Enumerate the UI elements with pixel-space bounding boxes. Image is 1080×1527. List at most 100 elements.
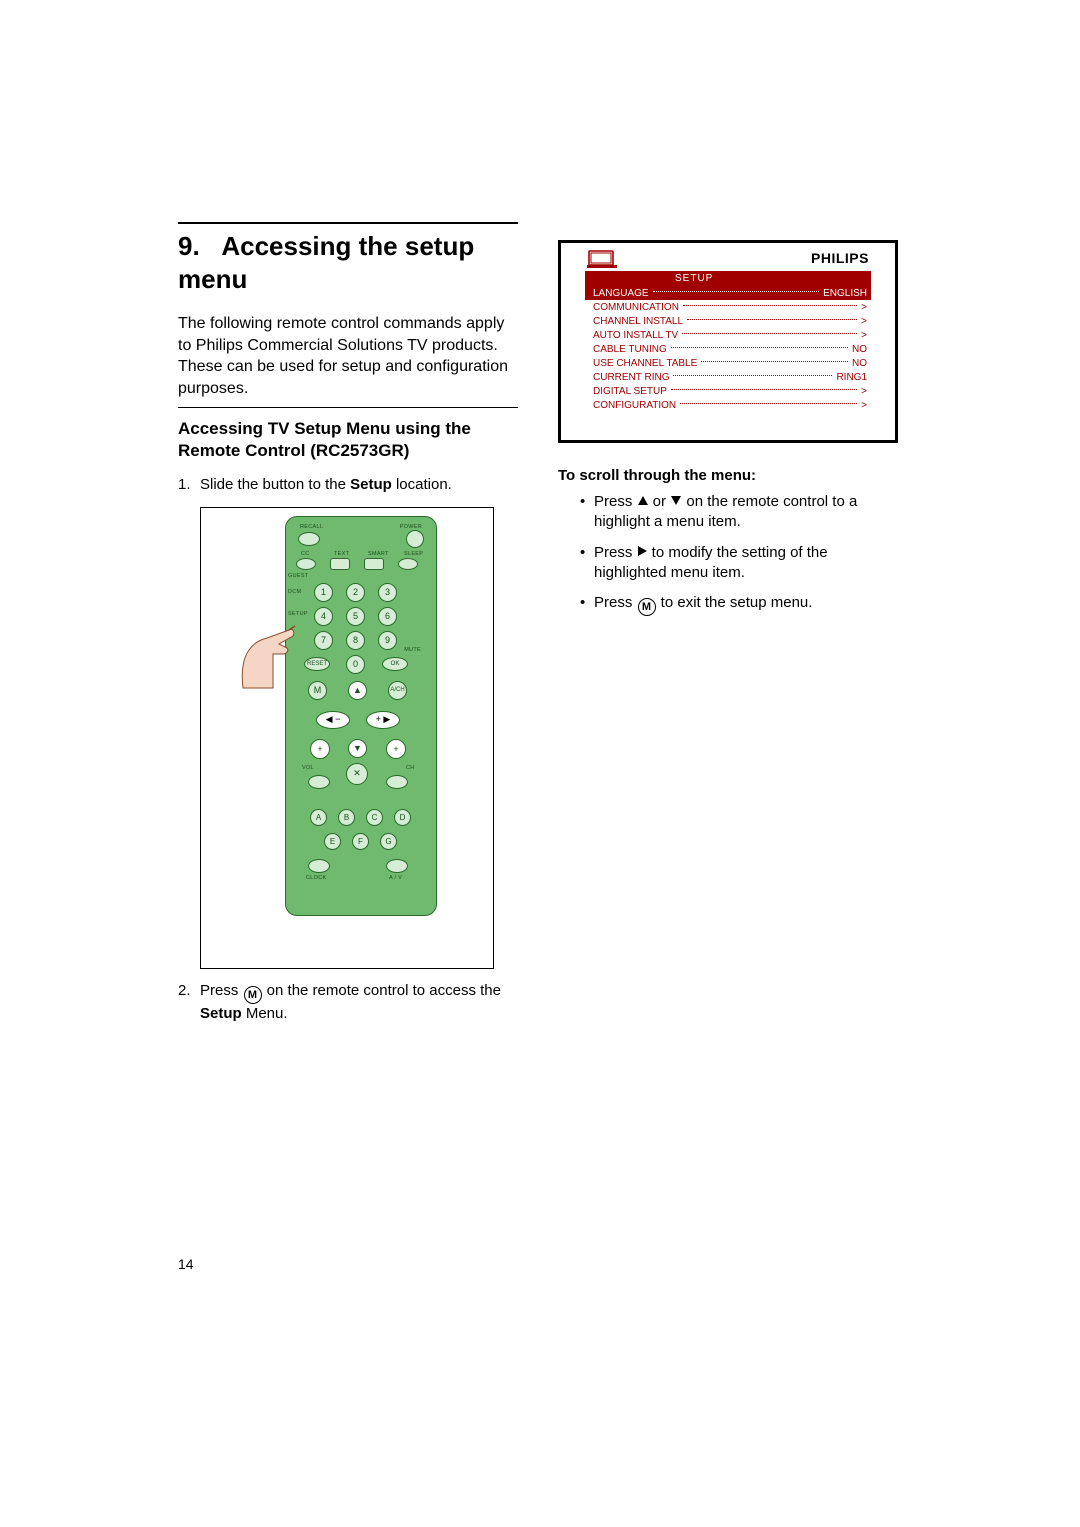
hand-icon [239, 618, 297, 690]
scroll-bullets: Press or on the remote control to a high… [558, 492, 898, 616]
label-ch: CH [406, 765, 415, 771]
osd-row-value: > [861, 316, 867, 327]
sleep-button [398, 558, 418, 570]
digit-0: 0 [346, 655, 365, 674]
osd-row: AUTO INSTALL TV > [585, 328, 871, 342]
osd-header: PHILIPS [561, 243, 895, 271]
section-number: 9. [178, 231, 200, 261]
triangle-right-icon [638, 546, 647, 556]
b3-pre: Press [594, 594, 637, 611]
osd-row-value: ENGLISH [823, 288, 867, 299]
b1-mid: or [649, 493, 671, 510]
ok-button: OK [382, 657, 408, 671]
av-button [386, 859, 408, 873]
label-av: A / V [389, 875, 402, 881]
step-2-post: Menu. [242, 1005, 288, 1022]
section-heading: 9. Accessing the setup menu [178, 222, 518, 295]
label-power: POWER [400, 524, 422, 530]
label-vol: VOL [302, 765, 314, 771]
c-button: C [366, 809, 383, 826]
e-button: E [324, 833, 341, 850]
osd-row-label: USE CHANNEL TABLE [593, 358, 697, 369]
recall-button [298, 532, 320, 546]
osd-row-label: DIGITAL SETUP [593, 386, 667, 397]
vol-up-button: + [310, 739, 330, 759]
mute-center-button: ✕ [346, 763, 368, 785]
digit-4: 4 [314, 607, 333, 626]
osd-row: LANGUAGE ENGLISH [585, 286, 871, 300]
ch-up-button: + [386, 739, 406, 759]
osd-row-label: LANGUAGE [593, 288, 649, 299]
label-clock: CLOCK [306, 875, 326, 881]
digit-9: 9 [378, 631, 397, 650]
osd-row-value: NO [852, 358, 867, 369]
osd-brand: PHILIPS [811, 250, 869, 266]
smart-button [364, 558, 384, 570]
left-column: 9. Accessing the setup menu The followin… [178, 222, 518, 1034]
step-1-bold: Setup [350, 476, 392, 493]
osd-row: COMMUNICATION> [585, 300, 871, 314]
page-number: 14 [178, 1256, 194, 1272]
up-arrow-button: ▲ [348, 681, 367, 700]
bullet-1: Press or on the remote control to a high… [580, 492, 898, 533]
steps-list-2: Press M on the remote control to access … [178, 981, 518, 1025]
osd-row-dots [680, 403, 857, 404]
osd-row-dots [671, 389, 857, 390]
clock-button [308, 859, 330, 873]
b-button: B [338, 809, 355, 826]
osd-row-dots [701, 361, 848, 362]
osd-row-label: CURRENT RING [593, 372, 669, 383]
osd-row: CURRENT RING RING1 [585, 370, 871, 384]
label-guest: GUEST [288, 573, 308, 579]
intro-paragraph: The following remote control commands ap… [178, 313, 518, 408]
digit-5: 5 [346, 607, 365, 626]
b3-post: to exit the setup menu. [657, 594, 813, 611]
step-1-pre: Slide the button to the [200, 476, 350, 493]
ch-down-button [386, 775, 408, 789]
label-cc: CC [301, 551, 310, 557]
osd-row-value: NO [852, 344, 867, 355]
osd-row-dots [653, 291, 820, 292]
bullet-2: Press to modify the setting of the highl… [580, 543, 898, 584]
triangle-up-icon [638, 496, 648, 505]
step-1: Slide the button to the Setup location. [178, 475, 518, 495]
osd-row-label: AUTO INSTALL TV [593, 330, 678, 341]
m-icon-2: M [638, 598, 656, 616]
osd-row-value: > [861, 386, 867, 397]
osd-row: USE CHANNEL TABLE NO [585, 356, 871, 370]
bullet-3: Press M to exit the setup menu. [580, 593, 898, 616]
osd-row-value: > [861, 400, 867, 411]
label-sleep: SLEEP [404, 551, 423, 557]
osd-row-value: > [861, 330, 867, 341]
reset-button: RESET [304, 657, 330, 671]
right-column: PHILIPS SETUP LANGUAGE ENGLISHCOMMUNICATI… [558, 222, 898, 1034]
tv-icon [587, 247, 617, 269]
two-column-layout: 9. Accessing the setup menu The followin… [178, 222, 902, 1034]
power-button [406, 530, 424, 548]
ach-button: A/CH [388, 681, 407, 700]
f-button: F [352, 833, 369, 850]
osd-row-dots [687, 319, 857, 320]
osd-body: LANGUAGEENGLISHCOMMUNICATION>CHANNEL INS… [561, 286, 895, 426]
label-text: TEXT [334, 551, 349, 557]
osd-row-label: CONFIGURATION [593, 400, 676, 411]
d-button: D [394, 809, 411, 826]
down-arrow-button: ▼ [348, 739, 367, 758]
osd-setup-bar: SETUP [585, 271, 871, 286]
cc-button [296, 558, 316, 570]
osd-row-label: CABLE TUNING [593, 344, 667, 355]
left-minus-button: ◀ − [316, 711, 350, 729]
right-plus-button: + ▶ [366, 711, 400, 729]
step-2-pre: Press [200, 982, 243, 999]
remote-body: RECALL POWER CC TEXT SMART SLEEP GUEST D… [285, 516, 437, 916]
digit-1: 1 [314, 583, 333, 602]
g-button: G [380, 833, 397, 850]
osd-spacer [561, 426, 895, 440]
osd-row-value: RING1 [836, 372, 867, 383]
digit-6: 6 [378, 607, 397, 626]
step-2-mid: on the remote control to access the [263, 982, 501, 999]
osd-row: DIGITAL SETUP > [585, 384, 871, 398]
step-2: Press M on the remote control to access … [178, 981, 518, 1025]
m-icon: M [244, 986, 262, 1004]
digit-8: 8 [346, 631, 365, 650]
